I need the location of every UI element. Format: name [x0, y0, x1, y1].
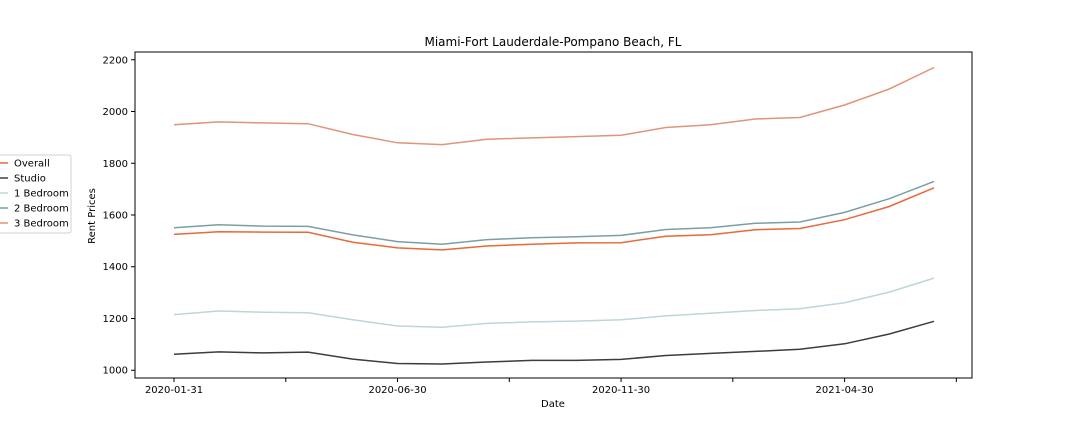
series-line-2-bedroom [173, 180, 935, 245]
x-tick-label: 2020-01-31 [145, 385, 203, 396]
legend-label: 2 Bedroom [14, 204, 69, 215]
legend-box [0, 154, 72, 234]
x-tick-label: 2020-11-30 [592, 385, 650, 396]
series-line-overall [173, 187, 935, 251]
legend-label: 3 Bedroom [14, 219, 69, 230]
legend-label: 1 Bedroom [14, 189, 69, 200]
y-tick-label: 2000 [103, 107, 128, 118]
series-line-1-bedroom [173, 277, 935, 329]
y-tick-label: 1000 [103, 366, 128, 377]
plot-frame [134, 51, 973, 379]
y-tick-label: 1200 [103, 314, 128, 325]
x-tick-label: 2020-06-30 [368, 385, 426, 396]
chart-title: Miami-Fort Lauderdale-Pompano Beach, FL [424, 35, 681, 49]
series-line-3-bedroom [173, 66, 935, 146]
y-tick-label: 1400 [103, 262, 128, 273]
y-axis: 1000 1200 1400 1600 1800 2000 2200 [103, 55, 135, 377]
y-axis-label: Rent Prices [87, 188, 98, 244]
y-tick-label: 2200 [103, 55, 128, 66]
legend-label: Studio [14, 174, 46, 185]
series-lines [173, 66, 935, 365]
x-tick-label: 2021-04-30 [816, 385, 874, 396]
x-axis-label: Date [541, 399, 565, 410]
series-line-studio [173, 320, 935, 365]
x-axis: 2020-01-31 2020-06-30 2020-11-30 2021-04-30 [145, 378, 957, 396]
y-tick-label: 1800 [103, 159, 128, 170]
y-tick-label: 1600 [103, 211, 128, 222]
legend: Overall Studio 1 Bedroom 2 Bedroom 3 Bedroom [0, 154, 72, 234]
legend-label: Overall [14, 159, 50, 170]
